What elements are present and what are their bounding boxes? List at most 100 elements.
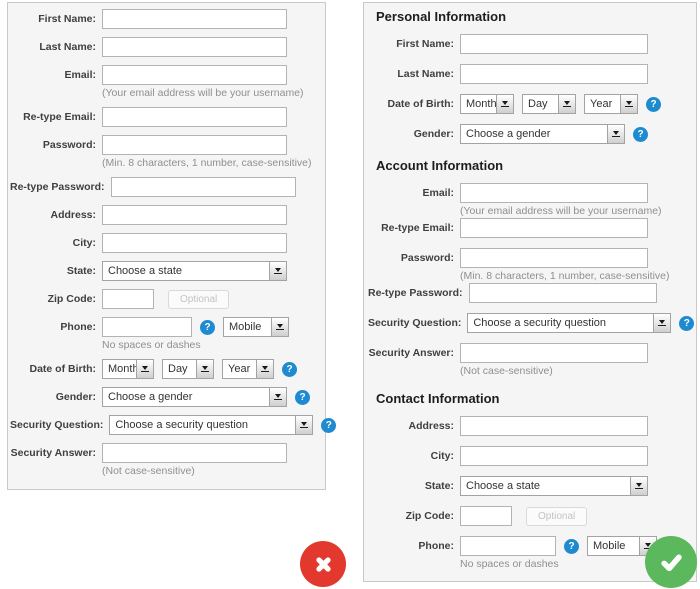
l-email-input[interactable] xyxy=(102,65,287,85)
l-phone-field: ? Mobile No spaces or dashes xyxy=(102,317,317,351)
l-dob-year-select[interactable]: Year xyxy=(222,359,274,379)
l-retype-password-input[interactable] xyxy=(110,177,296,197)
l-gender-select[interactable]: Choose a gender xyxy=(102,387,287,407)
r-security-answer-input[interactable] xyxy=(460,343,648,363)
r-optional-badge: Optional xyxy=(526,506,588,526)
l-state-select[interactable]: Choose a state xyxy=(102,261,287,281)
r-city-input[interactable] xyxy=(460,446,648,466)
l-dob-field: Month Day Year ? xyxy=(102,359,317,379)
l-address-input[interactable] xyxy=(102,205,287,225)
r-phone-field: ? Mobile No spaces or dashes xyxy=(460,536,688,570)
l-dob-month-select[interactable]: Month xyxy=(102,359,154,379)
help-icon[interactable]: ? xyxy=(633,126,648,142)
r-phone-input[interactable] xyxy=(460,536,556,556)
l-retype-email-input[interactable] xyxy=(102,107,287,127)
l-first-name-field xyxy=(102,9,317,29)
dropdown-arrow-icon xyxy=(558,95,575,113)
l-dob-label: Date of Birth: xyxy=(29,363,97,375)
r-state-select-value: Choose a state xyxy=(466,480,540,492)
r-city-label: City: xyxy=(430,450,454,462)
l-zip-input[interactable] xyxy=(102,289,154,309)
r-retype-email-field xyxy=(460,218,688,238)
r-password-hint: (Min. 8 characters, 1 number, case-sensi… xyxy=(460,270,670,282)
l-phone-input[interactable] xyxy=(102,317,192,337)
l-security-question-select[interactable]: Choose a security question xyxy=(109,415,314,435)
l-phone-type-select-value: Mobile xyxy=(229,321,262,333)
l-security-answer-field: (Not case-sensitive) xyxy=(102,443,317,477)
help-icon[interactable]: ? xyxy=(321,417,337,433)
dropdown-arrow-icon xyxy=(630,477,647,495)
l-city-input[interactable] xyxy=(102,233,287,253)
r-dob-month-select[interactable]: Month xyxy=(460,94,514,114)
r-retype-password-input[interactable] xyxy=(468,283,657,303)
dropdown-arrow-icon xyxy=(271,318,288,336)
r-dob-month-value: Month xyxy=(466,98,496,110)
l-address-field xyxy=(102,205,317,225)
r-zip-input[interactable] xyxy=(460,506,512,526)
l-email-label: Email: xyxy=(64,69,96,81)
r-phone-hint: No spaces or dashes xyxy=(460,558,559,570)
l-state-row: State: Choose a state xyxy=(10,261,317,281)
help-icon[interactable]: ? xyxy=(679,315,695,331)
l-phone-type-select[interactable]: Mobile xyxy=(223,317,289,337)
l-dob-day-select[interactable]: Day xyxy=(162,359,214,379)
l-retype-email-label: Re-type Email: xyxy=(23,111,96,123)
l-address-row: Address: xyxy=(10,205,317,225)
r-security-question-row: Security Question: Choose a security que… xyxy=(368,313,695,333)
help-icon[interactable]: ? xyxy=(295,389,310,405)
r-zip-label: Zip Code: xyxy=(405,510,454,522)
l-security-answer-input[interactable] xyxy=(102,443,287,463)
r-dob-year-select[interactable]: Year xyxy=(584,94,638,114)
r-state-row: State: Choose a state xyxy=(368,476,688,496)
r-password-input[interactable] xyxy=(460,248,648,268)
l-email-row: Email: (Your email address will be your … xyxy=(10,65,317,99)
l-password-input[interactable] xyxy=(102,135,287,155)
r-retype-email-input[interactable] xyxy=(460,218,648,238)
l-password-row: Password: (Min. 8 characters, 1 number, … xyxy=(10,135,317,169)
r-gender-row: Gender: Choose a gender ? xyxy=(368,124,688,144)
r-security-question-select[interactable]: Choose a security question xyxy=(467,313,672,333)
l-gender-label: Gender: xyxy=(55,391,96,403)
r-zip-row: Zip Code: Optional xyxy=(368,506,688,526)
l-email-hint: (Your email address will be your usernam… xyxy=(102,87,304,99)
help-icon[interactable]: ? xyxy=(646,96,661,112)
pass-badge xyxy=(645,536,697,588)
r-retype-email-label: Re-type Email: xyxy=(381,222,454,234)
l-optional-badge: Optional xyxy=(168,289,230,309)
l-dob-year-value: Year xyxy=(228,363,251,375)
l-last-name-input[interactable] xyxy=(102,37,287,57)
l-state-label: State: xyxy=(66,265,96,277)
r-email-row: Email: (Your email address will be your … xyxy=(368,183,688,217)
l-zip-label: Zip Code: xyxy=(47,293,96,305)
l-first-name-label: First Name: xyxy=(38,13,96,25)
help-icon[interactable]: ? xyxy=(200,319,215,335)
r-email-field: (Your email address will be your usernam… xyxy=(460,183,688,217)
help-icon[interactable]: ? xyxy=(564,538,579,554)
r-state-select[interactable]: Choose a state xyxy=(460,476,648,496)
r-retype-email-row: Re-type Email: xyxy=(368,218,688,238)
l-dob-day-value: Day xyxy=(168,363,188,375)
r-email-input[interactable] xyxy=(460,183,648,203)
section-title-contact: Contact Information xyxy=(376,391,500,406)
l-gender-field: Choose a gender ? xyxy=(102,387,317,407)
l-retype-email-field xyxy=(102,107,317,127)
r-last-name-input[interactable] xyxy=(460,64,648,84)
r-city-field xyxy=(460,446,688,466)
r-state-field: Choose a state xyxy=(460,476,688,496)
l-last-name-field xyxy=(102,37,317,57)
r-gender-select[interactable]: Choose a gender xyxy=(460,124,625,144)
r-email-hint: (Your email address will be your usernam… xyxy=(460,205,662,217)
l-first-name-input[interactable] xyxy=(102,9,287,29)
r-dob-day-select[interactable]: Day xyxy=(522,94,576,114)
l-dob-row: Date of Birth: Month Day Year ? xyxy=(10,359,317,379)
l-password-label: Password: xyxy=(42,139,96,151)
section-title-personal: Personal Information xyxy=(376,9,507,24)
r-address-input[interactable] xyxy=(460,416,648,436)
help-icon[interactable]: ? xyxy=(282,361,297,377)
r-gender-label: Gender: xyxy=(413,128,454,140)
r-address-row: Address: xyxy=(368,416,688,436)
r-last-name-row: Last Name: xyxy=(368,64,688,84)
r-first-name-input[interactable] xyxy=(460,34,648,54)
l-first-name-row: First Name: xyxy=(10,9,317,29)
